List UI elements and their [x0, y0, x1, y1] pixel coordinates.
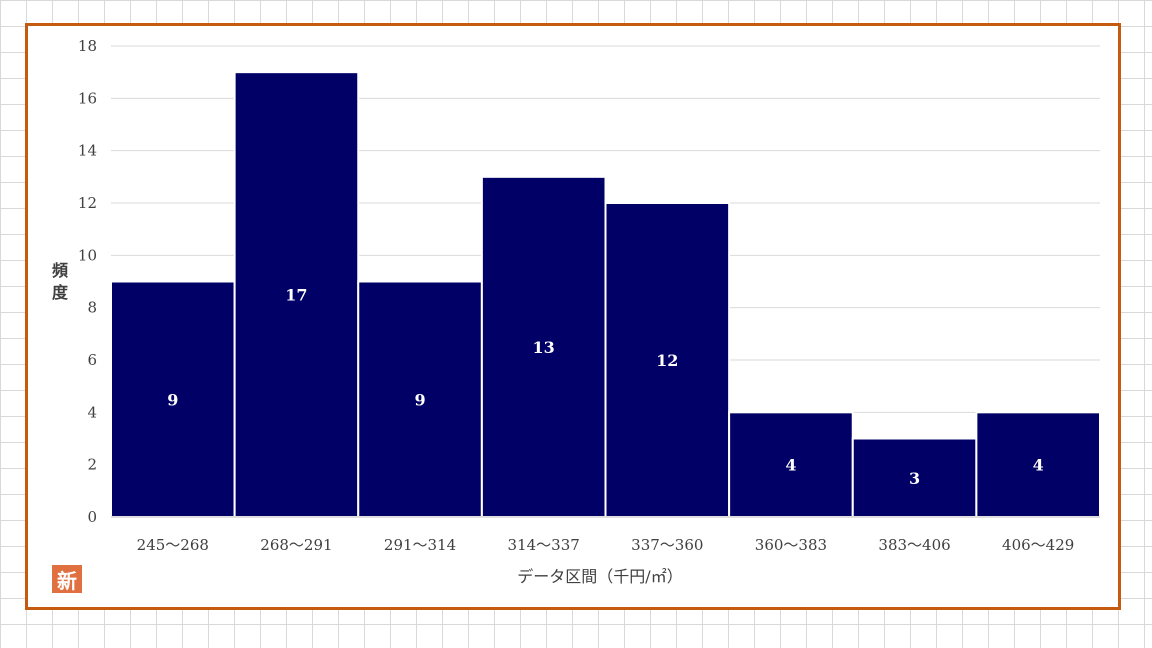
y-tick-label: 18: [78, 37, 97, 55]
y-tick-label: 14: [78, 142, 97, 160]
y-tick-label: 6: [87, 351, 97, 369]
bar-value-label: 13: [533, 338, 555, 357]
y-tick-label: 10: [78, 246, 97, 264]
x-tick-label: 360～383: [755, 536, 827, 554]
bar-383～406: [851, 437, 978, 518]
y-tick-labels: 0 2 4 6 8 10 12 14 16 18: [78, 37, 97, 526]
bar-337～360: [604, 202, 731, 518]
x-tick-label: 268～291: [260, 536, 332, 554]
x-tick-label: 406～429: [1002, 536, 1074, 554]
x-axis-label: データ区間（千円/㎡）: [517, 567, 682, 586]
bar-360～383: [728, 411, 854, 519]
bar-value-label: 9: [167, 390, 178, 409]
y-tick-label: 0: [87, 508, 97, 526]
y-tick-label: 4: [87, 403, 97, 421]
bar-406～429: [975, 411, 1101, 519]
bar-value-label: 17: [285, 286, 307, 305]
bars: [110, 71, 1101, 519]
y-axis-label-line1: 頻: [52, 261, 68, 280]
x-tick-label: 383～406: [878, 536, 950, 554]
bar-value-label: 4: [785, 456, 796, 475]
bar-value-label: 4: [1033, 456, 1044, 475]
y-axis-label-line2: 度: [52, 283, 69, 302]
bar-labels: 9 17 9 13 12 4 3 4: [167, 286, 1044, 488]
y-tick-label: 8: [87, 299, 97, 317]
y-tick-label: 12: [78, 194, 97, 212]
x-tick-labels: 245～268 268～291 291～314 314～337 337～360 360～3…: [137, 536, 1075, 554]
x-tick-label: 245～268: [137, 536, 209, 554]
bar-value-label: 12: [656, 351, 678, 370]
y-tick-label: 2: [87, 456, 97, 474]
x-tick-label: 314～337: [508, 536, 580, 554]
bar-value-label: 3: [909, 469, 920, 488]
x-tick-label: 337～360: [631, 536, 703, 554]
bar-value-label: 9: [414, 390, 425, 409]
x-tick-label: 291～314: [384, 536, 456, 554]
y-tick-label: 16: [78, 89, 97, 107]
new-badge: 新: [52, 565, 82, 593]
